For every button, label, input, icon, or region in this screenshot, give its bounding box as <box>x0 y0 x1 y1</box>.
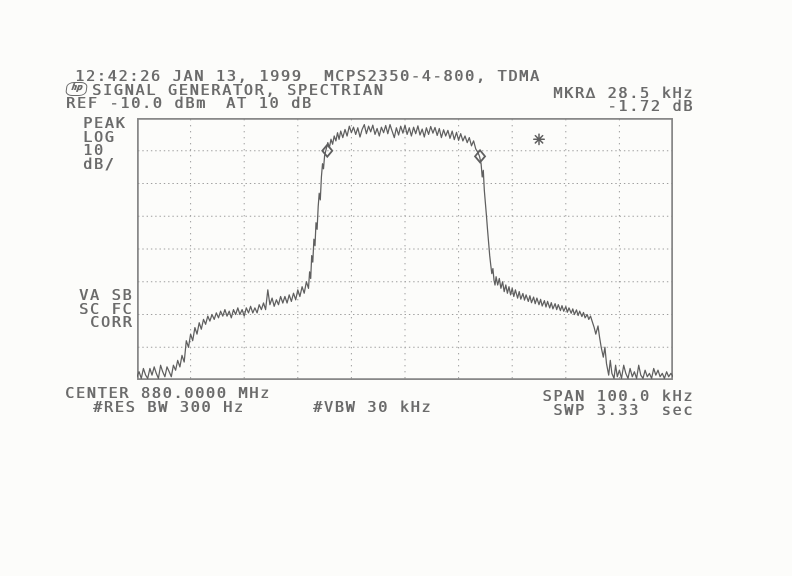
spectrum-plot <box>137 118 673 380</box>
marker-diamond-icon <box>321 143 334 159</box>
detector-mode-label: PEAK <box>83 114 127 132</box>
timestamp-line: 12:42:26 JAN 13, 1999 MCPS2350-4-800, TD… <box>75 67 541 85</box>
status-flag-sc-fc: SC FC <box>79 299 134 318</box>
title-line: SIGNAL GENERATOR, SPECTRIAN <box>92 80 385 99</box>
span-label: SPAN 100.0 kHz <box>542 387 694 405</box>
status-flag-corr: CORR <box>90 313 134 331</box>
scale-value-label: 10 <box>83 141 105 159</box>
status-flag-va-sb: VA SB <box>79 286 134 304</box>
scale-unit-label: dB/ <box>83 154 116 173</box>
asterisk-indicator-icon <box>534 134 544 144</box>
attenuation-label: AT 10 dB <box>226 94 313 112</box>
center-frequency-label: CENTER 880.0000 MHz <box>65 384 271 402</box>
spectrum-trace <box>137 123 673 380</box>
graticule-border <box>137 118 673 380</box>
video-bw-label: #VBW 30 kHz <box>313 397 433 416</box>
marker-delta-label: MKR∆ 28.5 kHz <box>553 83 694 102</box>
spectrum-graticule <box>137 118 673 380</box>
res-bw-label: #RES BW 300 Hz <box>93 397 245 416</box>
sweep-time-label: SWP 3.33 sec <box>553 400 694 419</box>
marker-delta-value: -1.72 dB <box>607 97 694 115</box>
marker-diamond-icon <box>473 148 487 164</box>
scale-type-label: LOG <box>83 127 116 146</box>
ref-level-label: REF -10.0 dBm <box>66 94 207 112</box>
